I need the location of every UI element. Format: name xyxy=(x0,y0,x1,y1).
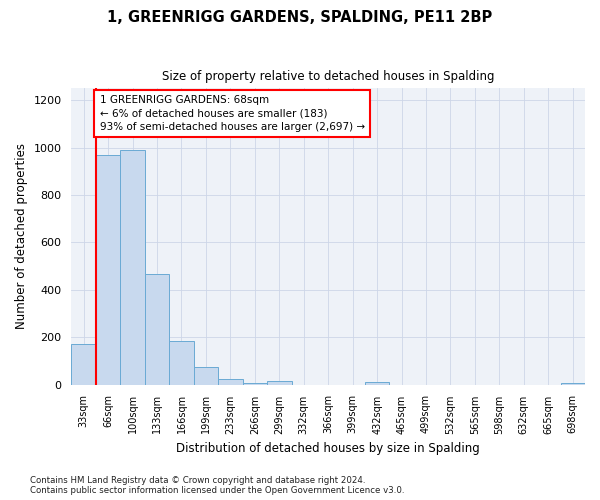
Text: 1, GREENRIGG GARDENS, SPALDING, PE11 2BP: 1, GREENRIGG GARDENS, SPALDING, PE11 2BP xyxy=(107,10,493,25)
Title: Size of property relative to detached houses in Spalding: Size of property relative to detached ho… xyxy=(162,70,494,83)
X-axis label: Distribution of detached houses by size in Spalding: Distribution of detached houses by size … xyxy=(176,442,480,455)
Text: 1 GREENRIGG GARDENS: 68sqm
← 6% of detached houses are smaller (183)
93% of semi: 1 GREENRIGG GARDENS: 68sqm ← 6% of detac… xyxy=(100,96,365,132)
Bar xyxy=(169,340,194,384)
Text: Contains HM Land Registry data © Crown copyright and database right 2024.
Contai: Contains HM Land Registry data © Crown c… xyxy=(30,476,404,495)
Bar xyxy=(145,274,169,384)
Bar xyxy=(365,382,389,384)
Bar xyxy=(96,154,121,384)
Bar xyxy=(218,380,242,384)
Bar xyxy=(71,344,96,385)
Bar xyxy=(121,150,145,384)
Bar xyxy=(267,382,292,384)
Bar xyxy=(194,367,218,384)
Y-axis label: Number of detached properties: Number of detached properties xyxy=(15,144,28,330)
